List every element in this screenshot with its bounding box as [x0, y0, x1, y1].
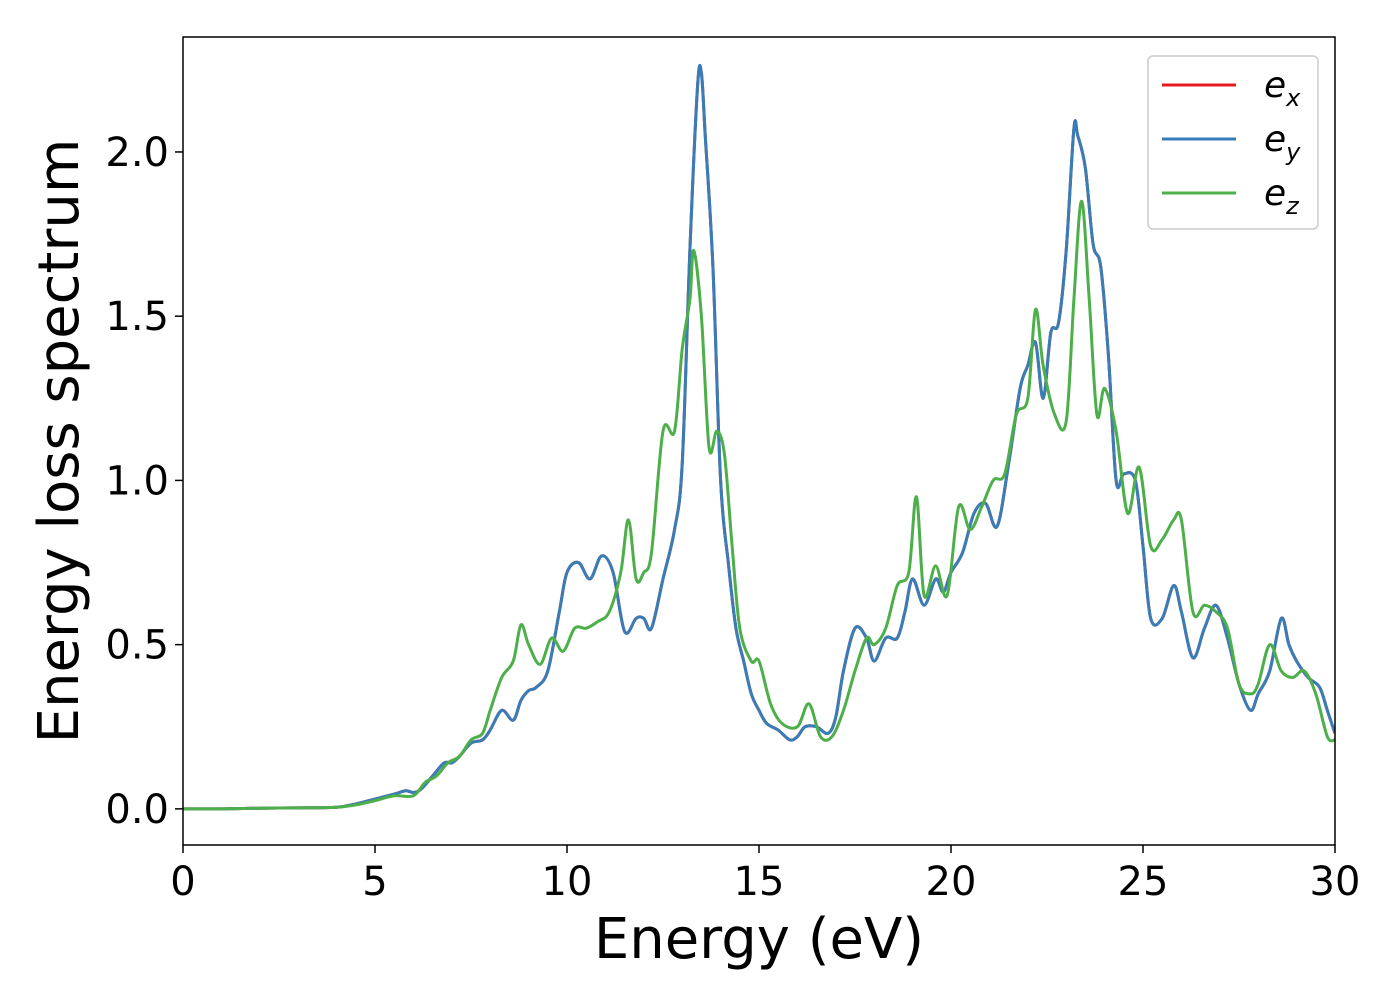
x-tick-label: 15 — [734, 859, 785, 905]
series-layer — [183, 64, 1335, 811]
x-tick-label: 25 — [1118, 859, 1169, 905]
x-tick-label: 10 — [542, 859, 593, 905]
legend-label-main: e — [1264, 119, 1286, 160]
x-tick-label: 30 — [1310, 859, 1361, 905]
x-axis: 0 5 10 15 20 25 30 — [170, 845, 1360, 905]
y-tick-label: 1.5 — [105, 294, 169, 340]
y-tick-label: 2.0 — [105, 130, 169, 176]
y-axis-label: Energy loss spectrum — [27, 139, 92, 744]
series-line-z — [183, 199, 1335, 811]
y-axis: 0.0 0.5 1.0 1.5 2.0 — [105, 130, 183, 833]
legend-label-sub: y — [1285, 138, 1301, 166]
x-tick-label: 20 — [926, 859, 977, 905]
x-tick-label: 0 — [170, 859, 195, 905]
legend-label-z: ez — [1264, 173, 1300, 220]
legend-label-sub: x — [1285, 84, 1301, 112]
x-axis-label: Energy (eV) — [594, 907, 924, 972]
y-tick-label: 0.5 — [105, 623, 169, 669]
x-tick-label: 5 — [362, 859, 387, 905]
y-tick-label: 1.0 — [105, 458, 169, 504]
legend-label-sub: z — [1285, 192, 1300, 220]
legend-frame — [1147, 55, 1319, 230]
legend-label-main: e — [1264, 65, 1286, 106]
series-line-y — [183, 64, 1335, 811]
plot-area — [183, 64, 1335, 811]
legend-label-main: e — [1264, 173, 1286, 214]
legend-label-x: ex — [1264, 65, 1301, 112]
legend-label-y: ey — [1264, 119, 1301, 166]
y-tick-label: 0.0 — [105, 787, 169, 833]
